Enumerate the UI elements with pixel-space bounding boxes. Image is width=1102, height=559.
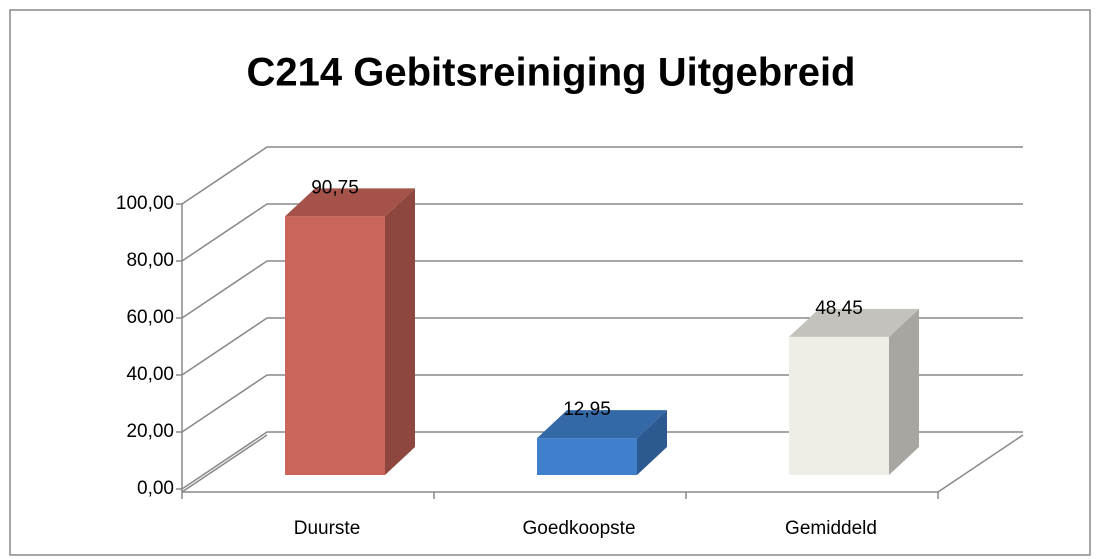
bar-top [537, 410, 667, 439]
y-tick-label: 100,00 [116, 193, 174, 214]
y-tick-label: 20,00 [126, 421, 174, 442]
grid-line [181, 317, 1023, 376]
bar [285, 216, 385, 476]
grid-line [181, 431, 1023, 490]
bar-side [385, 188, 415, 476]
grid-line [181, 203, 1023, 262]
data-label: 48,45 [815, 298, 863, 319]
y-tick-label: 60,00 [126, 307, 174, 328]
bar [789, 336, 889, 475]
chart-title: C214 Gebitsreiniging Uitgebreid [246, 51, 855, 95]
y-tick-label: 0,00 [137, 478, 174, 499]
x-tick-label: Goedkoopste [522, 518, 635, 539]
bar-side [637, 410, 667, 475]
bar-side [889, 308, 919, 475]
x-tick-label: Gemiddeld [785, 518, 877, 539]
bar-top [789, 308, 919, 337]
grid-line [181, 260, 1023, 319]
y-tick-label: 40,00 [126, 364, 174, 385]
data-label: 12,95 [563, 399, 611, 420]
floor [181, 434, 268, 493]
bar-top [285, 188, 415, 217]
grid-line [181, 146, 1023, 205]
grid-line [181, 374, 1023, 433]
bar [537, 438, 637, 475]
data-label: 90,75 [311, 177, 359, 198]
y-tick-label: 80,00 [126, 250, 174, 271]
x-tick-label: Duurste [294, 518, 361, 539]
